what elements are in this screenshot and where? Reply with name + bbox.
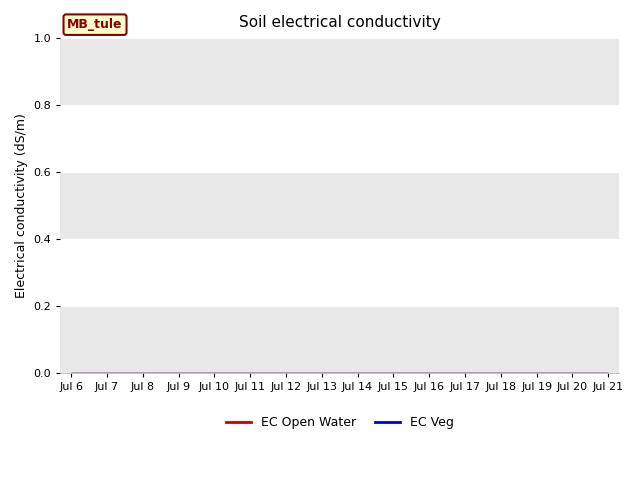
Bar [60, 172, 619, 239]
Y-axis label: Electrical conductivity (dS/m): Electrical conductivity (dS/m) [15, 113, 28, 298]
Text: MB_tule: MB_tule [67, 18, 123, 31]
Bar [60, 38, 619, 105]
Bar [60, 306, 619, 373]
Title: Soil electrical conductivity: Soil electrical conductivity [239, 15, 440, 30]
Legend: EC Open Water, EC Veg: EC Open Water, EC Veg [221, 411, 458, 434]
